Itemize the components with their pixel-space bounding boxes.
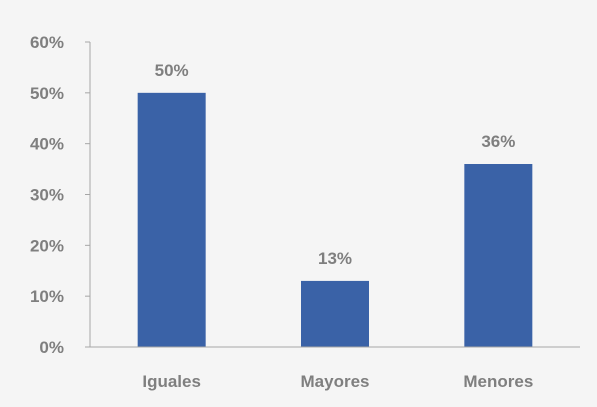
category-label-mayores: Mayores bbox=[301, 372, 370, 391]
bars bbox=[137, 92, 533, 347]
y-tick-label: 10% bbox=[30, 287, 64, 306]
data-label-iguales: 50% bbox=[155, 61, 189, 80]
y-tick-label: 20% bbox=[30, 236, 64, 255]
category-label-iguales: Iguales bbox=[142, 372, 201, 391]
data-label-mayores: 13% bbox=[318, 249, 352, 268]
y-axis: 0% 10% 20% 30% 40% 50% 60% bbox=[30, 33, 91, 357]
category-label-menores: Menores bbox=[463, 372, 533, 391]
y-tick-label: 60% bbox=[30, 33, 64, 52]
bar-iguales bbox=[137, 92, 206, 347]
y-tick-label: 50% bbox=[30, 84, 64, 103]
data-label-menores: 36% bbox=[481, 132, 515, 151]
data-labels: 50% 13% 36% bbox=[155, 61, 516, 268]
y-tick-label: 0% bbox=[39, 338, 64, 357]
bar-mayores bbox=[301, 280, 369, 347]
y-tick-label: 30% bbox=[30, 186, 64, 205]
x-axis: Iguales Mayores Menores bbox=[90, 346, 580, 391]
bar-menores bbox=[464, 164, 533, 347]
y-tick-label: 40% bbox=[30, 135, 64, 154]
